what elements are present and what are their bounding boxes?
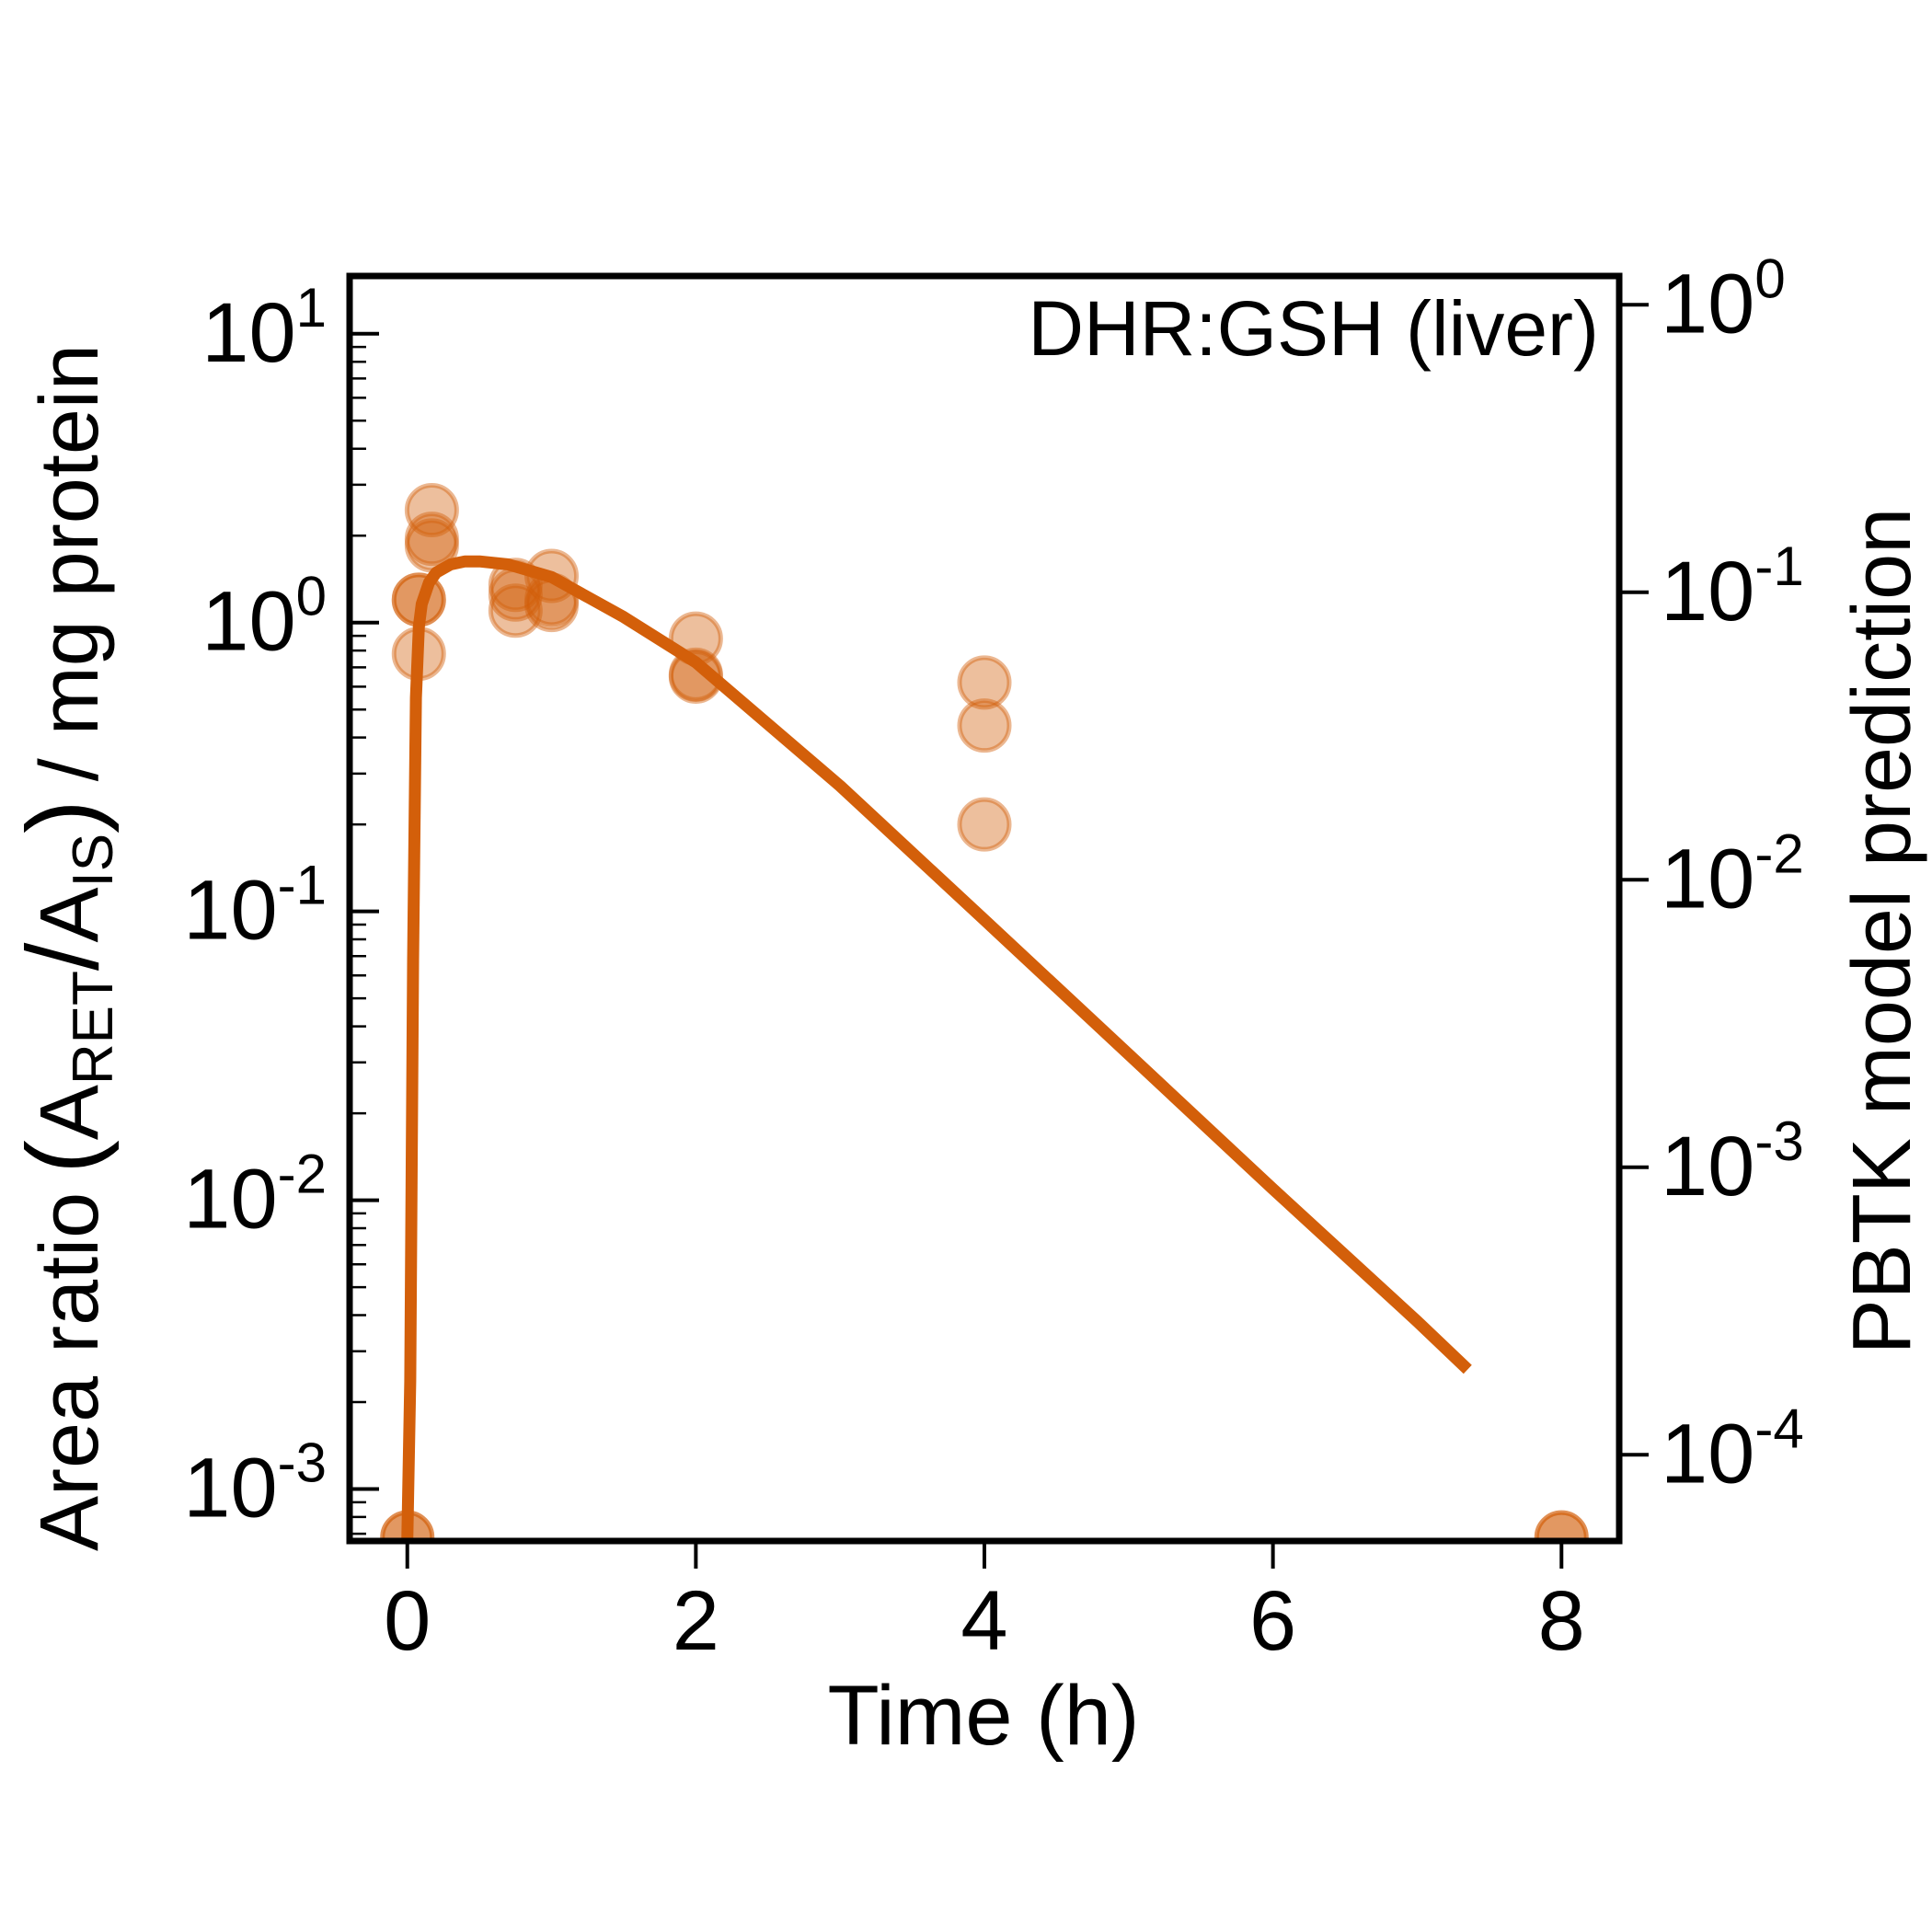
ylabel-a1: A: [24, 1085, 116, 1140]
ylabel-sub2: IS: [62, 834, 125, 888]
data-point: [957, 655, 1012, 710]
x-tick-label: 8: [1538, 1574, 1585, 1668]
y2-tick-label: 10-3: [1661, 1110, 1804, 1213]
panel-annotation: DHR:GSH (liver): [1028, 285, 1599, 372]
ylabel-close-paren: ): [6, 799, 120, 834]
data-point: [404, 512, 459, 567]
data-point: [1534, 1510, 1589, 1541]
x-tick-label: 4: [960, 1574, 1007, 1668]
y-tick-label: 100: [201, 566, 327, 669]
ylabel-a2: A: [24, 888, 116, 943]
ylabel-slash: /: [6, 942, 120, 971]
left-axis-label: Area ratio(ARET/AIS)/ mg protein: [6, 344, 125, 1551]
axis-ticks: 0 2 4 6 8 101 100 10-1 10-2 10-3 100 10-1 10-2 10-3 10…: [183, 247, 1803, 1668]
data-point: [668, 647, 723, 702]
data-points: [380, 483, 1589, 1541]
data-point: [488, 583, 543, 638]
ylabel-suffix: / mg protein: [24, 344, 116, 781]
x-axis-label: Time (h): [827, 1669, 1139, 1763]
y-tick-label: 101: [201, 277, 327, 380]
y2-tick-label: 10-2: [1661, 822, 1804, 926]
x-tick-label: 2: [673, 1574, 719, 1668]
model-curve: [401, 555, 1472, 1541]
ylabel-open-paren: (: [6, 1140, 120, 1174]
ylabel-prefix: Area ratio: [24, 1192, 116, 1551]
y-tick-label: 10-3: [183, 1432, 327, 1535]
y2-tick-label: 10-4: [1661, 1397, 1804, 1501]
model-prediction-line: [401, 555, 1472, 1541]
plot-frame: [346, 272, 1623, 1545]
data-point: [957, 698, 1012, 753]
data-point: [404, 483, 459, 538]
right-axis-label: PBTK model prediction: [1836, 508, 1928, 1354]
y2-tick-label: 10-1: [1661, 535, 1804, 638]
y2-tick-label: 100: [1661, 247, 1786, 351]
y-tick-label: 10-2: [183, 1144, 327, 1247]
x-tick-label: 6: [1249, 1574, 1296, 1668]
data-point: [957, 797, 1012, 852]
y-tick-label: 10-1: [183, 855, 327, 958]
data-point: [1534, 1510, 1589, 1541]
x-tick-label: 0: [384, 1574, 431, 1668]
ylabel-sub1: RET: [62, 971, 125, 1085]
